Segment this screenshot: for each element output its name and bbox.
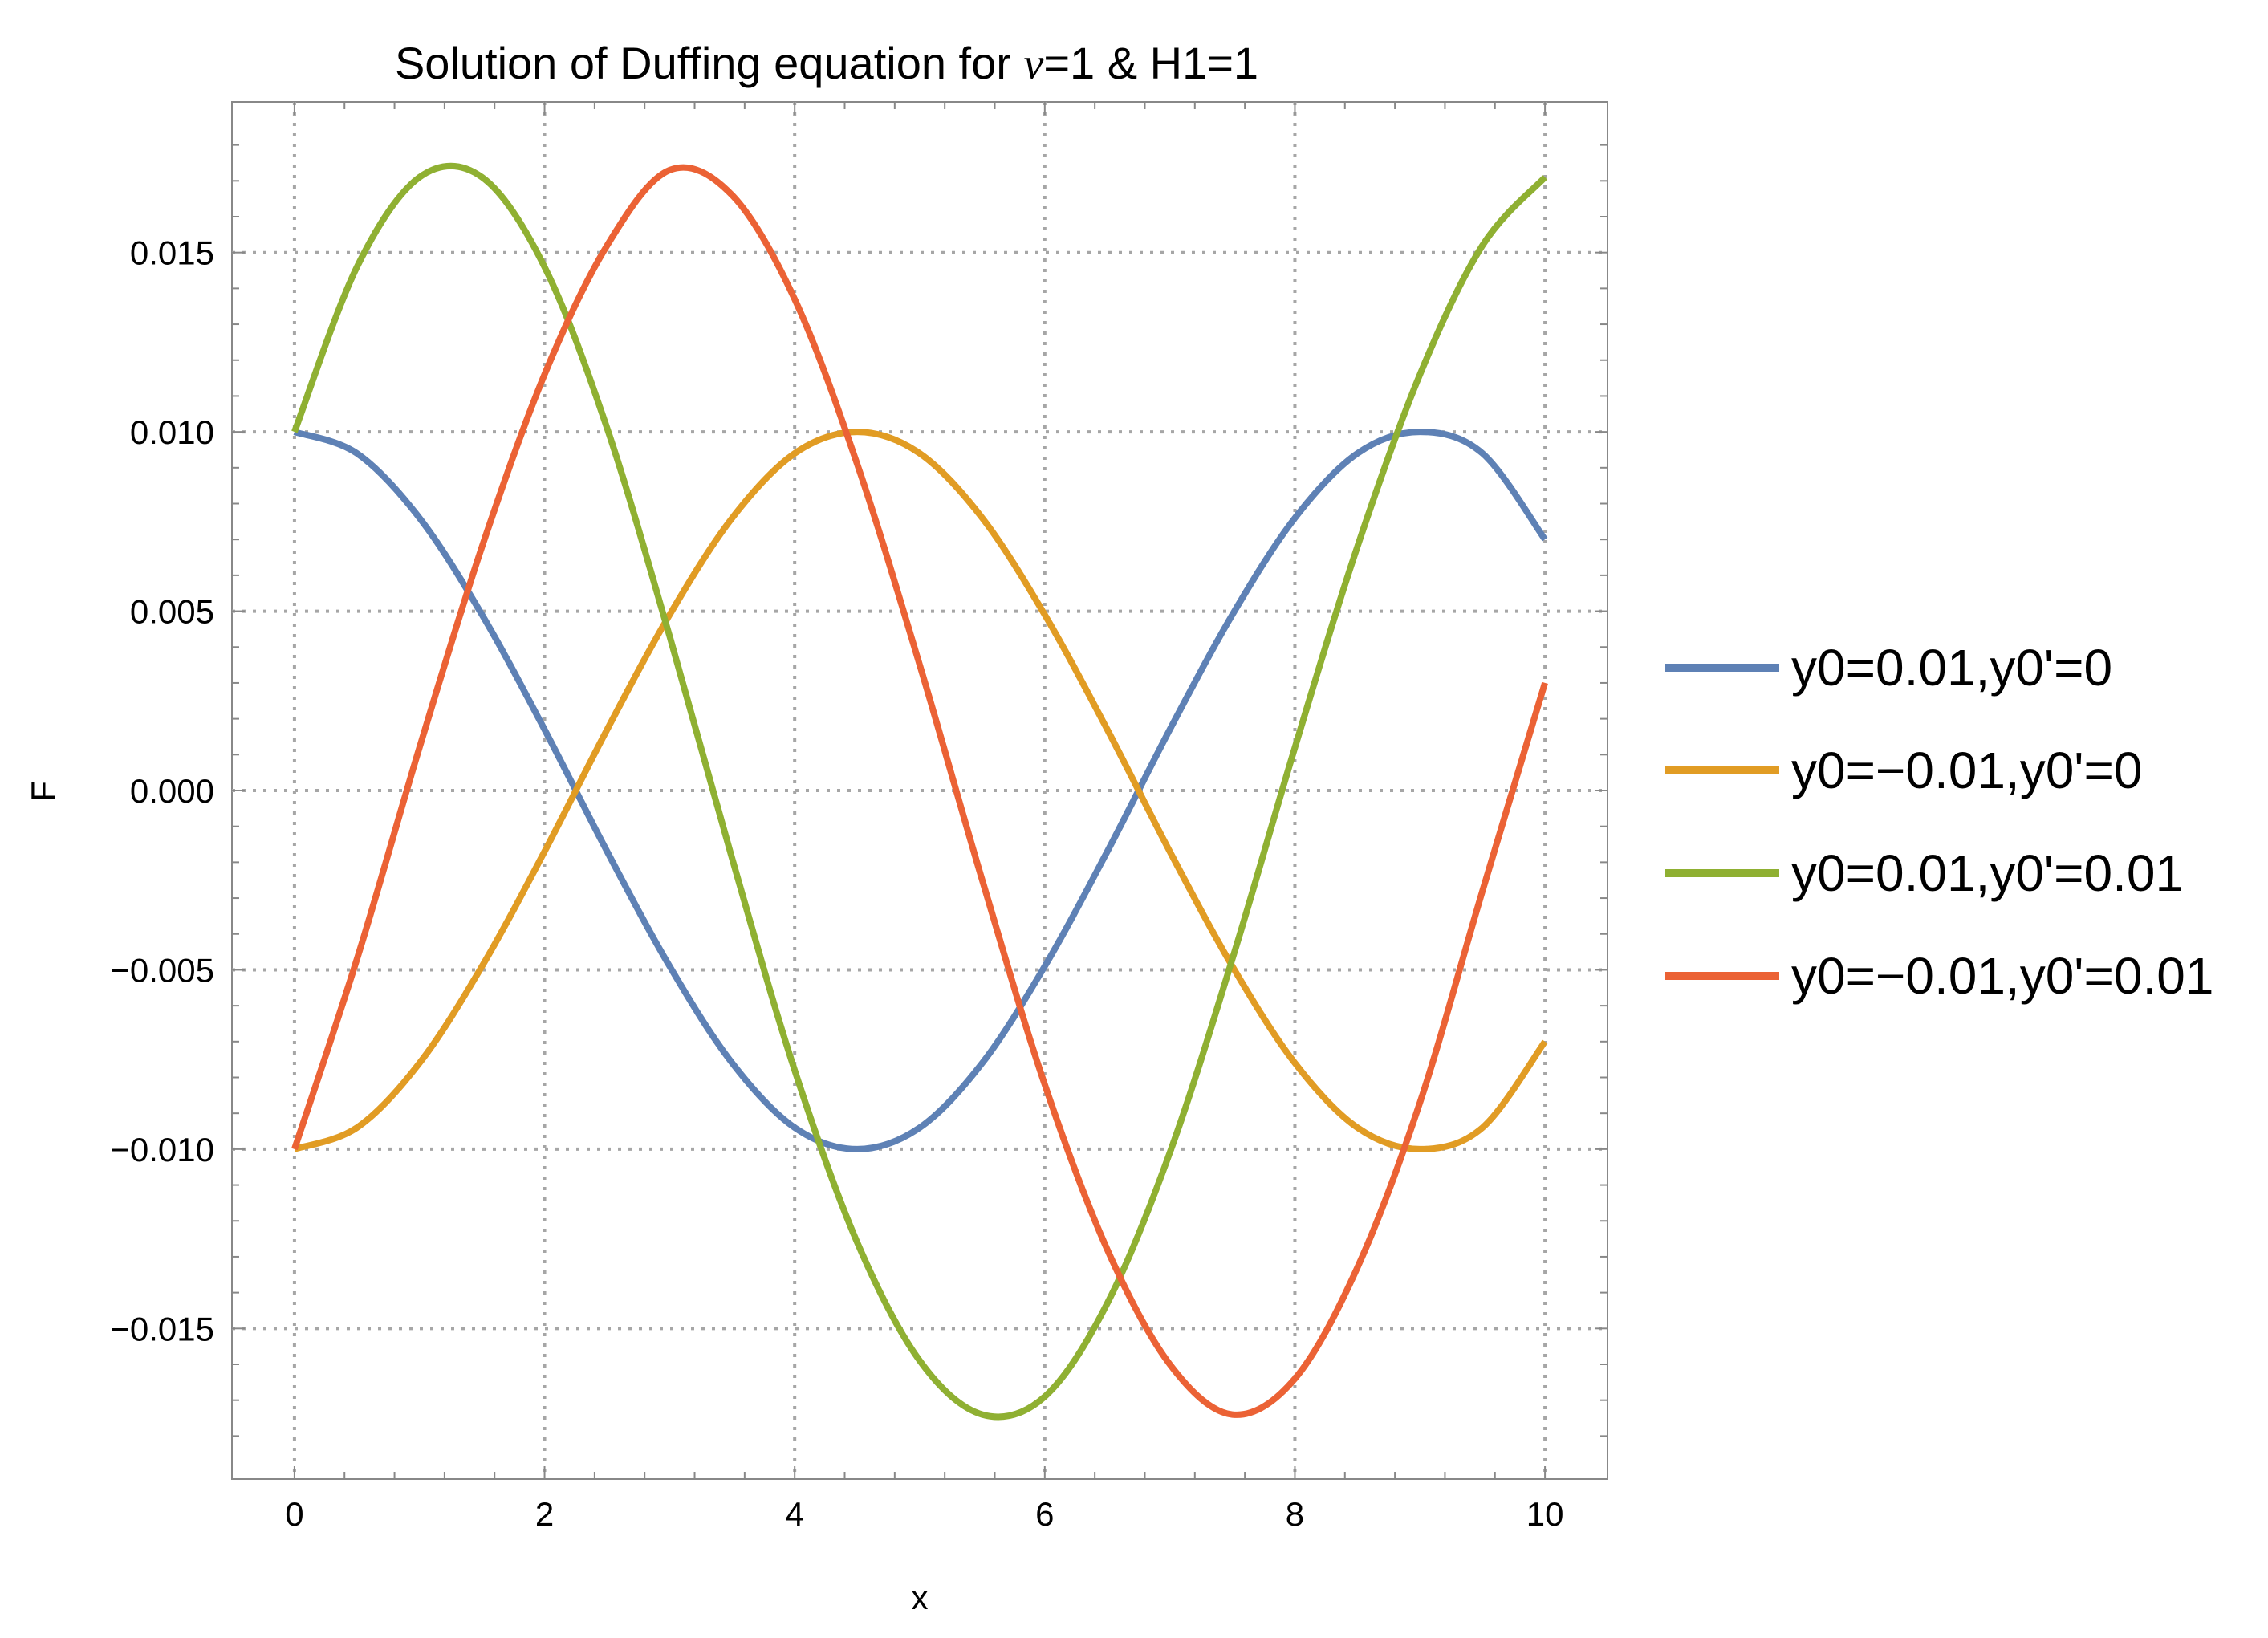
y-tick-label: 0.005: [130, 593, 214, 631]
plot-area: [231, 101, 1608, 1480]
x-tick-label: 6: [1035, 1495, 1054, 1533]
x-tick-label: 10: [1526, 1495, 1564, 1533]
legend: y0=0.01,y0'=0 y0=−0.01,y0'=0 y0=0.01,y0'=0…: [1665, 639, 2213, 1005]
legend-label: y0=0.01,y0'=0.01: [1791, 844, 2184, 902]
legend-label: y0=−0.01,y0'=0.01: [1791, 947, 2213, 1005]
chart-title-part-1: Solution of Duffing equation for: [395, 38, 1024, 88]
y-axis-label: F: [24, 781, 62, 802]
y-tick-label: 0.010: [130, 413, 214, 451]
x-tick-label: 4: [786, 1495, 804, 1533]
series-line-4: [291, 164, 1548, 1418]
y-tick-label: −0.010: [110, 1131, 214, 1169]
x-tick-label: 8: [1286, 1495, 1304, 1533]
y-tick-label: 0.000: [130, 772, 214, 810]
chart-title-part-3: =1 & H1=1: [1043, 38, 1258, 88]
x-tick-label: 2: [535, 1495, 554, 1533]
series-line-3: [291, 162, 1548, 1421]
x-axis-label: x: [912, 1579, 929, 1616]
series-line-1: [293, 429, 1548, 1152]
y-tick-label: −0.015: [110, 1310, 214, 1347]
x-tick-labels: 0 2 4 6 8 10: [285, 1495, 1563, 1533]
y-tick-labels: −0.015 −0.010 −0.005 0.000 0.005 0.010 0.015: [110, 234, 214, 1348]
grid-lines: [232, 102, 1608, 1479]
y-tick-label: −0.005: [110, 951, 214, 989]
chart-title-part-2: v: [1023, 39, 1043, 89]
series-line-2: [293, 429, 1548, 1152]
x-tick-label: 0: [285, 1495, 303, 1533]
frame-ticks: [232, 102, 1608, 1479]
legend-label: y0=0.01,y0'=0: [1791, 639, 2112, 697]
y-tick-label: 0.015: [130, 234, 214, 272]
series-lines: [291, 162, 1548, 1421]
legend-label: y0=−0.01,y0'=0: [1791, 742, 2142, 799]
chart-title: Solution of Duffing equation for v=1 & H…: [395, 38, 1258, 89]
